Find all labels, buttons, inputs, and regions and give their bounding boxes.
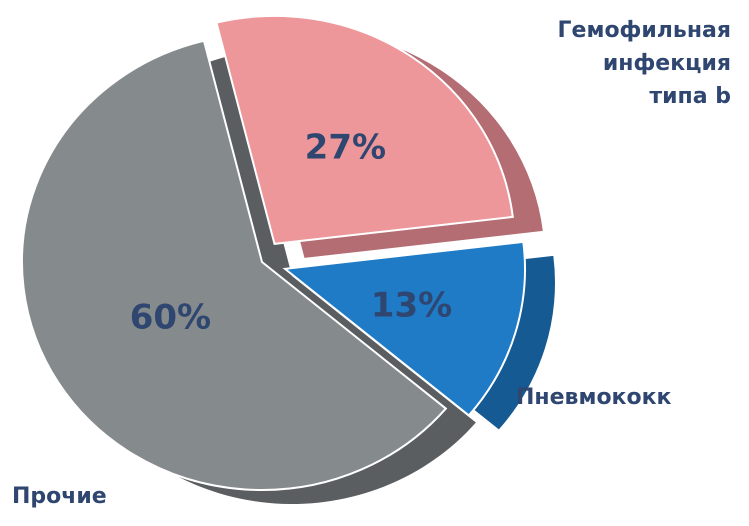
legend-label-other: Прочие [12, 484, 107, 509]
slice-other-value-label: 60% [130, 297, 211, 337]
slice-hib-value-label: 27% [305, 127, 386, 167]
slice-pneumococcus [282, 240, 526, 417]
slice-hib [215, 14, 514, 245]
legend-label-hib: Гемофильная инфекция типа b [557, 18, 731, 109]
slice-pneumococcus-value-label: 13% [371, 286, 452, 326]
legend-label-pneumococcus: Пневмококк [516, 385, 672, 410]
slice-other [21, 39, 448, 491]
